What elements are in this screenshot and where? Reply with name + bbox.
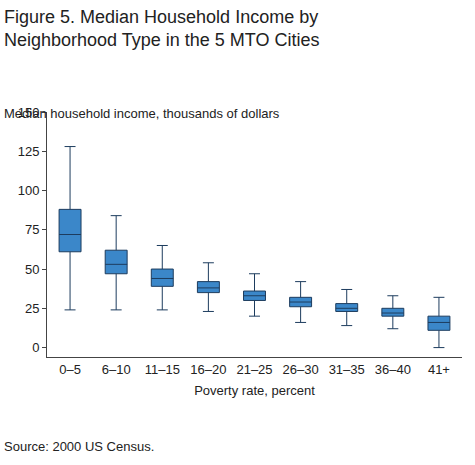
html-text:Source: 2000 US Census.: Source: 2000 US Census. xyxy=(4,439,155,454)
svg-text:25: 25 xyxy=(25,301,39,316)
svg-text:50: 50 xyxy=(25,262,39,277)
svg-text:36–40: 36–40 xyxy=(375,362,411,377)
svg-text:11–15: 11–15 xyxy=(145,362,180,377)
svg-text:Poverty rate, percent: Poverty rate, percent xyxy=(194,383,315,398)
svg-text:125: 125 xyxy=(18,144,40,159)
svg-text:31–35: 31–35 xyxy=(329,362,365,377)
svg-text:21–25: 21–25 xyxy=(236,362,272,377)
svg-text:0: 0 xyxy=(32,340,39,355)
svg-text:26–30: 26–30 xyxy=(283,362,319,377)
svg-text:0–5: 0–5 xyxy=(59,362,81,377)
svg-text:100: 100 xyxy=(18,183,40,198)
svg-text:41+: 41+ xyxy=(428,362,450,377)
html-text:Median household income, thous: Median household income, thousands of do… xyxy=(4,106,280,121)
svg-text:16–20: 16–20 xyxy=(190,362,226,377)
svg-text:75: 75 xyxy=(25,222,39,237)
svg-text:6–10: 6–10 xyxy=(102,362,131,377)
html-text:Figure 5. Median Household Inc: Figure 5. Median Household Income by Nei… xyxy=(4,7,320,50)
